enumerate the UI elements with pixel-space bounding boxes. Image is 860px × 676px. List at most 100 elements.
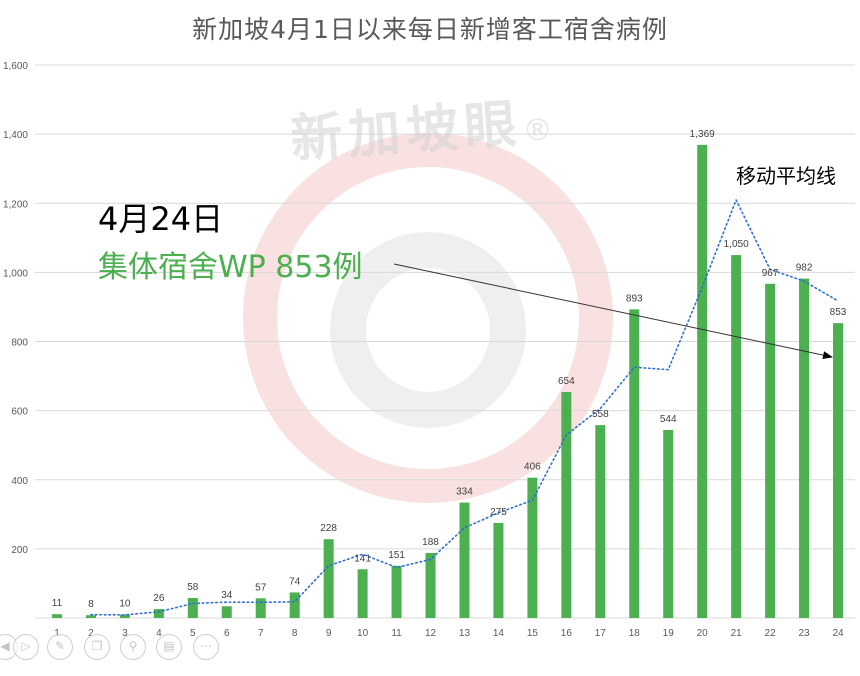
x-tick-label: 15 [527,628,539,639]
data-label: 58 [187,582,199,593]
annotation-date: 4月24日 [98,200,224,238]
annotation-dormitory: 集体宿舍WP 853例 [98,250,363,285]
bar [221,606,232,618]
data-label: 654 [558,376,575,387]
data-label: 8 [88,599,94,610]
bar [51,614,62,618]
x-tick-label: 5 [190,628,196,639]
bar [595,425,606,618]
data-label: 406 [524,462,541,473]
bar [425,553,436,618]
bar [765,283,776,618]
slides-icon[interactable]: ▤ [156,634,182,660]
y-tick-label: 800 [11,338,28,349]
x-tick-label: 21 [731,628,743,639]
bar [187,597,198,618]
bar [153,609,164,618]
x-tick-label: 12 [425,628,437,639]
x-tick-label: 22 [765,628,777,639]
x-tick-label: 7 [258,628,264,639]
x-tick-label: 17 [595,628,607,639]
moving-average-line [90,198,839,616]
data-label: 10 [119,599,131,610]
data-labels: 11 8 10 26 58 34 57 74 228 141 151 188 334 275 406 654 5… [52,129,847,610]
x-tick-label: 23 [799,628,811,639]
data-label: 967 [762,268,779,279]
data-label: 57 [255,582,267,593]
arrow-line [393,263,833,360]
play-icon[interactable]: ▷ [13,634,39,660]
bar [833,323,844,618]
x-tick-label: 10 [357,628,369,639]
x-tick-label: 20 [697,628,709,639]
pen-icon[interactable]: ✎ [47,634,73,660]
bars [51,144,844,619]
y-tick-label: 400 [11,476,28,487]
bar [663,429,674,618]
data-label: 544 [660,414,677,425]
bar [697,144,708,619]
axes: 2004006008001,0001,2001,4001,60012345678… [3,61,844,639]
y-tick-label: 1,000 [3,268,28,279]
data-label: 34 [221,590,233,601]
y-tick-label: 600 [11,407,28,418]
data-label: 74 [289,576,301,587]
data-label: 893 [626,293,643,304]
copy-icon[interactable]: ❐ [84,634,110,660]
data-label: 228 [320,523,337,534]
data-label: 151 [388,550,405,561]
watermark-logo [243,133,613,503]
y-tick-label: 1,200 [3,199,28,210]
chart-title: 新加坡4月1日以来每日新增客工宿舍病例 [192,15,668,44]
bar [629,309,640,618]
bar [357,569,368,618]
x-tick-label: 2 [88,628,94,639]
x-tick-label: 3 [122,628,128,639]
grid [35,64,855,619]
bar [799,278,810,618]
data-label: 11 [52,598,63,609]
bar [289,592,300,618]
x-tick-label: 11 [391,628,402,639]
x-tick-label: 6 [224,628,230,639]
x-tick-label: 24 [832,628,844,639]
y-tick-label: 1,400 [3,130,28,141]
bar [391,565,402,618]
bar [731,255,742,618]
x-tick-label: 16 [561,628,573,639]
more-icon[interactable]: ⋯ [193,634,219,660]
data-label: 26 [153,593,165,604]
x-tick-label: 1 [54,628,60,639]
bar [493,522,504,618]
x-tick-label: 13 [459,628,471,639]
bar [459,502,470,618]
bar [85,615,96,618]
y-tick-label: 200 [11,545,28,556]
data-label: 334 [456,487,473,498]
data-label: 558 [592,409,609,420]
data-label: 1,050 [724,239,749,250]
moving-average [90,198,839,616]
data-label: 1,369 [690,129,715,140]
x-tick-label: 18 [629,628,641,639]
bar [561,391,572,618]
zoom-icon[interactable]: ⚲ [120,634,146,660]
x-tick-label: 4 [156,628,162,639]
bar [323,539,334,618]
bar [119,614,130,618]
data-label: 982 [796,263,813,274]
bar [255,598,266,618]
x-tick-label: 9 [326,628,332,639]
annotation-moving-average: 移动平均线 [736,164,836,188]
x-tick-label: 8 [292,628,298,639]
data-label: 853 [830,307,847,318]
arrow-annotation [393,263,833,360]
data-label: 188 [422,537,439,548]
x-tick-label: 14 [493,628,505,639]
data-label: 141 [354,553,371,564]
data-label: 275 [490,507,507,518]
bar [527,477,538,618]
y-tick-label: 1,600 [3,61,28,72]
